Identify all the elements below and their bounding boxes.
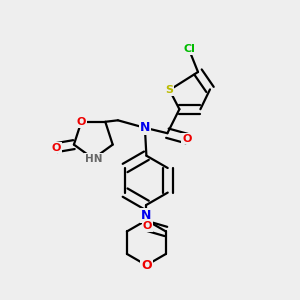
Text: HN: HN	[85, 154, 102, 164]
Text: O: O	[76, 117, 86, 127]
Text: O: O	[142, 221, 152, 231]
Text: Cl: Cl	[183, 44, 195, 55]
Text: S: S	[166, 85, 173, 95]
Text: O: O	[52, 142, 61, 153]
Text: N: N	[141, 209, 152, 222]
Text: O: O	[141, 259, 152, 272]
Text: N: N	[141, 209, 152, 222]
Text: N: N	[140, 121, 150, 134]
Text: O: O	[182, 134, 192, 144]
